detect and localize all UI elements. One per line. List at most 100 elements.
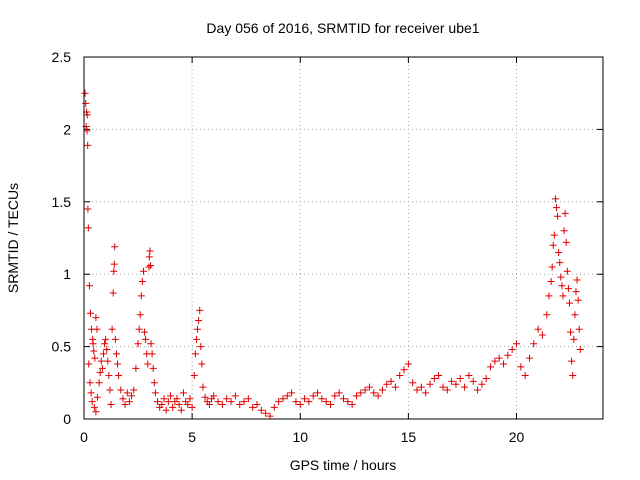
data-point xyxy=(205,401,213,409)
data-point xyxy=(101,340,109,348)
data-point xyxy=(136,311,144,319)
data-point xyxy=(564,285,572,293)
data-point xyxy=(83,111,91,119)
data-point xyxy=(417,383,425,391)
data-point xyxy=(119,395,127,403)
data-point xyxy=(443,386,451,394)
data-point xyxy=(186,395,194,403)
data-point xyxy=(534,325,542,333)
data-point xyxy=(137,292,145,300)
data-point xyxy=(550,231,558,239)
data-point xyxy=(279,395,287,403)
data-point xyxy=(469,377,477,385)
data-point xyxy=(134,340,142,348)
data-point xyxy=(574,296,582,304)
data-point xyxy=(266,412,274,420)
data-point xyxy=(85,282,93,290)
data-point xyxy=(378,386,386,394)
data-point xyxy=(244,395,252,403)
y-tick-label: 2 xyxy=(63,121,71,137)
data-point xyxy=(426,380,434,388)
y-tick-label: 0.5 xyxy=(52,339,72,355)
x-tick-label: 20 xyxy=(509,429,525,445)
data-point xyxy=(167,392,174,400)
data-point xyxy=(561,209,569,217)
data-point xyxy=(86,379,94,387)
data-point xyxy=(262,409,270,417)
data-point xyxy=(288,389,296,397)
data-point xyxy=(465,372,473,380)
data-point xyxy=(573,276,581,284)
x-axis-title: GPS time / hours xyxy=(290,457,397,473)
data-point xyxy=(301,395,309,403)
data-point xyxy=(105,372,113,380)
data-point xyxy=(556,259,564,267)
data-point xyxy=(117,386,125,394)
data-point xyxy=(96,369,104,377)
data-point xyxy=(422,389,430,397)
data-point xyxy=(548,263,556,271)
data-point xyxy=(474,386,482,394)
data-point xyxy=(558,282,566,290)
data-point xyxy=(296,401,304,409)
data-point xyxy=(111,335,119,343)
data-point xyxy=(508,345,516,353)
data-point xyxy=(195,317,203,325)
data-point xyxy=(146,247,154,255)
data-point xyxy=(184,401,192,409)
data-point xyxy=(327,401,335,409)
data-point xyxy=(194,325,202,333)
data-point xyxy=(275,398,283,406)
data-point xyxy=(210,392,218,400)
data-point xyxy=(391,383,399,391)
data-point xyxy=(154,398,162,406)
data-point xyxy=(461,383,469,391)
data-point xyxy=(85,360,93,368)
data-point xyxy=(521,372,529,380)
data-point xyxy=(344,398,352,406)
data-point xyxy=(190,372,198,380)
y-tick-label: 1 xyxy=(63,266,71,282)
data-point xyxy=(214,398,222,406)
data-point xyxy=(110,267,118,275)
data-point xyxy=(92,314,100,322)
data-point xyxy=(135,325,143,333)
data-point xyxy=(249,403,257,411)
data-point xyxy=(400,366,408,374)
data-point xyxy=(413,386,421,394)
data-point xyxy=(149,364,157,372)
data-point xyxy=(123,389,131,397)
data-point xyxy=(555,248,563,256)
data-point xyxy=(562,238,570,246)
chart-title: Day 056 of 2016, SRMTID for receiver ube… xyxy=(206,20,479,36)
data-point xyxy=(196,306,204,314)
data-point xyxy=(90,403,98,411)
data-point xyxy=(192,335,200,343)
data-point xyxy=(292,398,300,406)
data-point xyxy=(309,392,317,400)
data-point xyxy=(383,380,391,388)
data-point xyxy=(89,340,97,348)
data-point xyxy=(352,392,360,400)
data-point xyxy=(553,204,561,212)
x-tick-label: 10 xyxy=(292,429,308,445)
data-point xyxy=(150,379,158,387)
data-point xyxy=(357,389,365,397)
data-point xyxy=(145,263,153,271)
data-point xyxy=(231,392,239,400)
data-point xyxy=(132,364,140,372)
data-point xyxy=(144,360,152,368)
data-point xyxy=(107,401,115,409)
data-point xyxy=(111,243,119,251)
data-point xyxy=(487,363,495,371)
data-point xyxy=(365,383,373,391)
data-point xyxy=(98,364,106,372)
data-point xyxy=(91,354,99,362)
data-point xyxy=(456,374,464,382)
data-point xyxy=(478,380,486,388)
data-point xyxy=(331,392,339,400)
data-point xyxy=(106,386,114,394)
data-point xyxy=(130,386,138,394)
data-point xyxy=(93,393,101,401)
